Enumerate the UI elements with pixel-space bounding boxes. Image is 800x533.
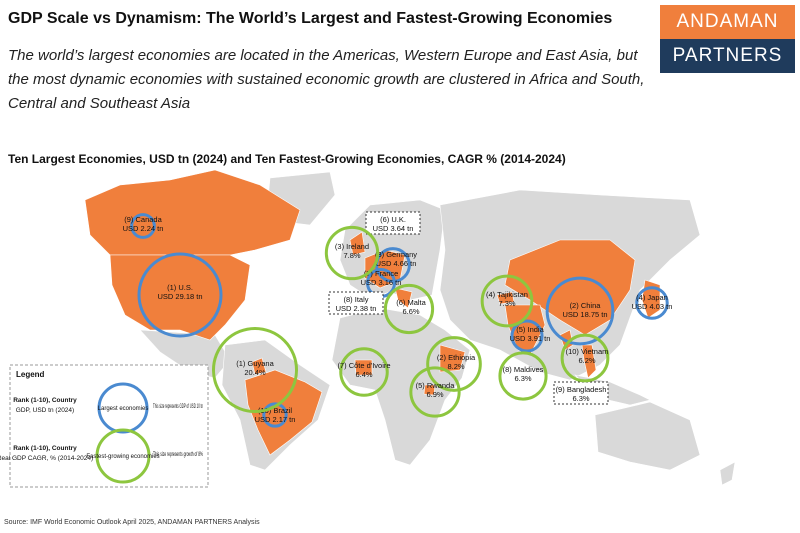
- label-box: [328, 291, 384, 315]
- value-label: 6.2%: [578, 356, 595, 365]
- country-label: (5) India: [516, 325, 544, 334]
- subtitle: The world’s largest economies are locate…: [8, 47, 645, 112]
- country-label: (8) Italy: [343, 295, 368, 304]
- legend-heading: Rank (1-10), Country: [13, 397, 77, 404]
- legend-size-note: This size represents growth of 8%: [153, 452, 203, 458]
- country-label: (4) Japan: [636, 293, 668, 302]
- value-label: 6.3%: [514, 374, 531, 383]
- country-label: (4) Tajikistan: [486, 290, 528, 299]
- country-label: (6) Malta: [396, 298, 426, 307]
- value-label: USD 4.66 tn: [376, 259, 417, 268]
- bubble: [498, 351, 548, 401]
- country-label: (1) Guyana: [236, 359, 274, 368]
- country-label: (9) Bangladesh: [556, 385, 607, 394]
- legend-title: Legend: [16, 370, 45, 379]
- country-label: (7) Côte d'Ivoire: [337, 361, 390, 370]
- highlighted-countries: [84, 169, 661, 456]
- label-box: [553, 381, 609, 405]
- bubble: [211, 326, 299, 414]
- bubble: [560, 333, 610, 383]
- value-label: 7.3%: [498, 299, 515, 308]
- value-label: USD 2.17 tn: [255, 415, 296, 424]
- bubble: [545, 276, 615, 346]
- value-label: USD 3.91 tn: [510, 334, 551, 343]
- map-title: Ten Largest Economies, USD tn (2024) and…: [8, 152, 566, 166]
- bubble: [324, 225, 380, 281]
- bubble: [409, 366, 461, 418]
- value-label: 20.4%: [244, 368, 266, 377]
- legend-subheading: GDP, USD tn (2024): [16, 407, 74, 414]
- value-label: USD 3.16 tn: [361, 278, 402, 287]
- value-label: USD 2.38 tn: [336, 304, 377, 313]
- legend-size-note: This size represents GDP of USD 10 tn: [153, 404, 203, 410]
- logo-bottom: PARTNERS: [660, 39, 795, 73]
- country-label: (10) Brazil: [258, 406, 293, 415]
- legend-circle-label: Largest economies: [98, 406, 149, 412]
- legend-bubble: [95, 428, 151, 484]
- value-label: 6.9%: [426, 390, 443, 399]
- bubble: [130, 213, 156, 239]
- legend-bubble: [97, 382, 149, 434]
- value-label: USD 18.75 tn: [562, 310, 607, 319]
- bubble: [510, 319, 544, 353]
- country-label: (9) Canada: [124, 215, 162, 224]
- bubble: [426, 336, 482, 392]
- country-label: (8) Maldives: [503, 365, 544, 374]
- value-label: 6.3%: [572, 394, 589, 403]
- legend-heading: Rank (1-10), Country: [13, 445, 77, 452]
- bubble: [262, 402, 288, 428]
- country-label: (3) Ireland: [335, 242, 369, 251]
- country-label: (7) France: [364, 269, 399, 278]
- country-label: (6) U.K.: [380, 215, 406, 224]
- value-label: 7.8%: [343, 251, 360, 260]
- country-label: (3) Germany: [375, 250, 417, 259]
- value-label: USD 29.18 tn: [157, 292, 202, 301]
- value-label: USD 4.03 tn: [632, 302, 673, 311]
- country-label: (2) Ethiopia: [437, 353, 476, 362]
- bubble: [635, 286, 669, 320]
- bubble: [137, 252, 223, 338]
- source: Source: IMF World Economic Outlook April…: [4, 519, 260, 526]
- value-label: 6.4%: [355, 370, 372, 379]
- value-label: 6.6%: [402, 307, 419, 316]
- value-label: USD 2.24 tn: [123, 224, 164, 233]
- bubble: [383, 283, 435, 335]
- bubble: [339, 347, 389, 397]
- country-label: (10) Vietnam: [566, 347, 609, 356]
- legend-circle-label: Fastest-growing economies: [86, 454, 159, 460]
- title: GDP Scale vs Dynamism: The World’s Large…: [8, 10, 613, 27]
- value-label: 8.2%: [447, 362, 464, 371]
- legend-subheading: Real GDP CAGR, % (2014-2024): [0, 455, 93, 462]
- country-label: (1) U.S.: [167, 283, 193, 292]
- value-label: USD 3.64 tn: [373, 224, 414, 233]
- country-label: (5) Rwanda: [416, 381, 456, 390]
- label-box: [365, 211, 421, 235]
- logo-top: ANDAMAN: [660, 5, 795, 39]
- country-label: (2) China: [570, 301, 602, 310]
- bubble: [480, 274, 534, 328]
